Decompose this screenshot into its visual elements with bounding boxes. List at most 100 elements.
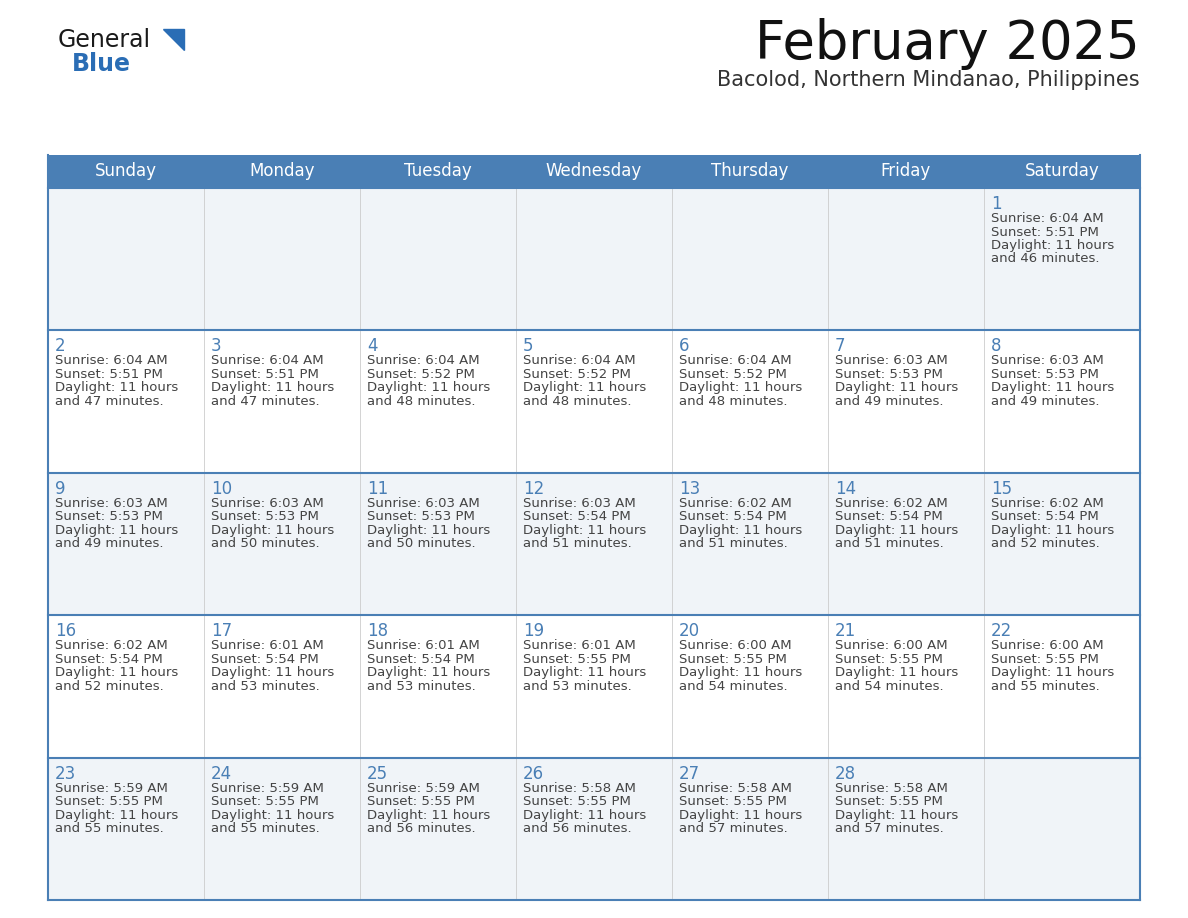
- Text: and 57 minutes.: and 57 minutes.: [680, 823, 788, 835]
- Text: Sunset: 5:55 PM: Sunset: 5:55 PM: [991, 653, 1099, 666]
- Text: and 57 minutes.: and 57 minutes.: [835, 823, 943, 835]
- Text: and 50 minutes.: and 50 minutes.: [367, 537, 475, 550]
- Text: and 51 minutes.: and 51 minutes.: [680, 537, 788, 550]
- Text: Daylight: 11 hours: Daylight: 11 hours: [523, 381, 646, 395]
- Text: Blue: Blue: [72, 52, 131, 76]
- Text: Sunrise: 6:03 AM: Sunrise: 6:03 AM: [55, 497, 168, 509]
- Text: Sunrise: 6:00 AM: Sunrise: 6:00 AM: [680, 639, 791, 652]
- Text: Sunset: 5:51 PM: Sunset: 5:51 PM: [211, 368, 318, 381]
- Text: 27: 27: [680, 765, 700, 783]
- Text: 25: 25: [367, 765, 388, 783]
- Text: Sunset: 5:51 PM: Sunset: 5:51 PM: [55, 368, 163, 381]
- Text: and 48 minutes.: and 48 minutes.: [680, 395, 788, 408]
- Text: Sunrise: 6:04 AM: Sunrise: 6:04 AM: [367, 354, 480, 367]
- Text: Sunset: 5:55 PM: Sunset: 5:55 PM: [835, 795, 943, 808]
- Text: and 54 minutes.: and 54 minutes.: [680, 679, 788, 693]
- Text: and 55 minutes.: and 55 minutes.: [55, 823, 164, 835]
- Text: 14: 14: [835, 480, 857, 498]
- Text: Daylight: 11 hours: Daylight: 11 hours: [55, 381, 178, 395]
- Text: 11: 11: [367, 480, 388, 498]
- Text: Sunset: 5:51 PM: Sunset: 5:51 PM: [991, 226, 1099, 239]
- Text: Sunrise: 6:04 AM: Sunrise: 6:04 AM: [55, 354, 168, 367]
- Text: and 49 minutes.: and 49 minutes.: [55, 537, 164, 550]
- Text: 7: 7: [835, 338, 846, 355]
- Text: Sunset: 5:54 PM: Sunset: 5:54 PM: [835, 510, 943, 523]
- Text: and 53 minutes.: and 53 minutes.: [523, 679, 632, 693]
- Text: Daylight: 11 hours: Daylight: 11 hours: [991, 239, 1114, 252]
- Text: Sunrise: 5:58 AM: Sunrise: 5:58 AM: [680, 781, 792, 795]
- Text: Thursday: Thursday: [712, 162, 789, 181]
- Text: and 47 minutes.: and 47 minutes.: [55, 395, 164, 408]
- Text: 1: 1: [991, 195, 1001, 213]
- Text: Sunset: 5:55 PM: Sunset: 5:55 PM: [211, 795, 318, 808]
- Text: 28: 28: [835, 765, 857, 783]
- Text: and 51 minutes.: and 51 minutes.: [835, 537, 943, 550]
- Text: Daylight: 11 hours: Daylight: 11 hours: [680, 809, 802, 822]
- Text: 5: 5: [523, 338, 533, 355]
- Text: Sunrise: 6:01 AM: Sunrise: 6:01 AM: [367, 639, 480, 652]
- Text: Daylight: 11 hours: Daylight: 11 hours: [835, 524, 959, 537]
- Text: Sunset: 5:52 PM: Sunset: 5:52 PM: [680, 368, 786, 381]
- Text: Sunrise: 6:01 AM: Sunrise: 6:01 AM: [211, 639, 324, 652]
- Text: 6: 6: [680, 338, 689, 355]
- Text: Sunrise: 6:04 AM: Sunrise: 6:04 AM: [523, 354, 636, 367]
- Text: Sunrise: 6:02 AM: Sunrise: 6:02 AM: [55, 639, 168, 652]
- Text: Sunset: 5:55 PM: Sunset: 5:55 PM: [523, 795, 631, 808]
- Text: Sunrise: 5:59 AM: Sunrise: 5:59 AM: [211, 781, 324, 795]
- Text: Daylight: 11 hours: Daylight: 11 hours: [211, 524, 334, 537]
- Text: Sunrise: 6:02 AM: Sunrise: 6:02 AM: [835, 497, 948, 509]
- Text: Daylight: 11 hours: Daylight: 11 hours: [367, 666, 491, 679]
- Text: 12: 12: [523, 480, 544, 498]
- Text: and 49 minutes.: and 49 minutes.: [835, 395, 943, 408]
- Text: Friday: Friday: [880, 162, 931, 181]
- Text: Daylight: 11 hours: Daylight: 11 hours: [55, 524, 178, 537]
- Text: and 56 minutes.: and 56 minutes.: [367, 823, 475, 835]
- Text: Daylight: 11 hours: Daylight: 11 hours: [991, 381, 1114, 395]
- Text: Sunset: 5:55 PM: Sunset: 5:55 PM: [835, 653, 943, 666]
- Text: Sunrise: 6:00 AM: Sunrise: 6:00 AM: [991, 639, 1104, 652]
- Text: Sunrise: 5:59 AM: Sunrise: 5:59 AM: [55, 781, 168, 795]
- Text: 21: 21: [835, 622, 857, 640]
- Text: 2: 2: [55, 338, 65, 355]
- Text: Sunset: 5:53 PM: Sunset: 5:53 PM: [211, 510, 318, 523]
- Text: Saturday: Saturday: [1024, 162, 1099, 181]
- Text: Sunrise: 5:58 AM: Sunrise: 5:58 AM: [523, 781, 636, 795]
- Text: Sunset: 5:54 PM: Sunset: 5:54 PM: [55, 653, 163, 666]
- Text: 22: 22: [991, 622, 1012, 640]
- Text: Sunrise: 6:03 AM: Sunrise: 6:03 AM: [523, 497, 636, 509]
- Text: Sunset: 5:55 PM: Sunset: 5:55 PM: [55, 795, 163, 808]
- Text: and 51 minutes.: and 51 minutes.: [523, 537, 632, 550]
- Text: 19: 19: [523, 622, 544, 640]
- Text: Daylight: 11 hours: Daylight: 11 hours: [523, 666, 646, 679]
- Text: 24: 24: [211, 765, 232, 783]
- Text: Sunset: 5:52 PM: Sunset: 5:52 PM: [523, 368, 631, 381]
- Text: Daylight: 11 hours: Daylight: 11 hours: [523, 524, 646, 537]
- Text: and 53 minutes.: and 53 minutes.: [367, 679, 475, 693]
- Text: February 2025: February 2025: [756, 18, 1140, 70]
- Text: Sunset: 5:53 PM: Sunset: 5:53 PM: [367, 510, 475, 523]
- Text: 17: 17: [211, 622, 232, 640]
- Text: and 52 minutes.: and 52 minutes.: [991, 537, 1100, 550]
- Text: and 49 minutes.: and 49 minutes.: [991, 395, 1100, 408]
- Text: and 52 minutes.: and 52 minutes.: [55, 679, 164, 693]
- Text: Monday: Monday: [249, 162, 315, 181]
- Text: Daylight: 11 hours: Daylight: 11 hours: [55, 666, 178, 679]
- Text: Sunrise: 6:01 AM: Sunrise: 6:01 AM: [523, 639, 636, 652]
- Text: Daylight: 11 hours: Daylight: 11 hours: [835, 381, 959, 395]
- Text: 4: 4: [367, 338, 378, 355]
- Text: Daylight: 11 hours: Daylight: 11 hours: [680, 381, 802, 395]
- Text: Tuesday: Tuesday: [404, 162, 472, 181]
- Text: Sunset: 5:54 PM: Sunset: 5:54 PM: [523, 510, 631, 523]
- Text: Daylight: 11 hours: Daylight: 11 hours: [211, 381, 334, 395]
- Text: Sunrise: 6:00 AM: Sunrise: 6:00 AM: [835, 639, 948, 652]
- Text: Sunrise: 5:58 AM: Sunrise: 5:58 AM: [835, 781, 948, 795]
- Text: 13: 13: [680, 480, 700, 498]
- Text: and 48 minutes.: and 48 minutes.: [367, 395, 475, 408]
- Text: Daylight: 11 hours: Daylight: 11 hours: [991, 524, 1114, 537]
- Bar: [48, 757, 1140, 900]
- Bar: [48, 473, 1140, 615]
- Text: and 56 minutes.: and 56 minutes.: [523, 823, 632, 835]
- Text: Sunset: 5:53 PM: Sunset: 5:53 PM: [835, 368, 943, 381]
- Text: and 47 minutes.: and 47 minutes.: [211, 395, 320, 408]
- Text: and 48 minutes.: and 48 minutes.: [523, 395, 632, 408]
